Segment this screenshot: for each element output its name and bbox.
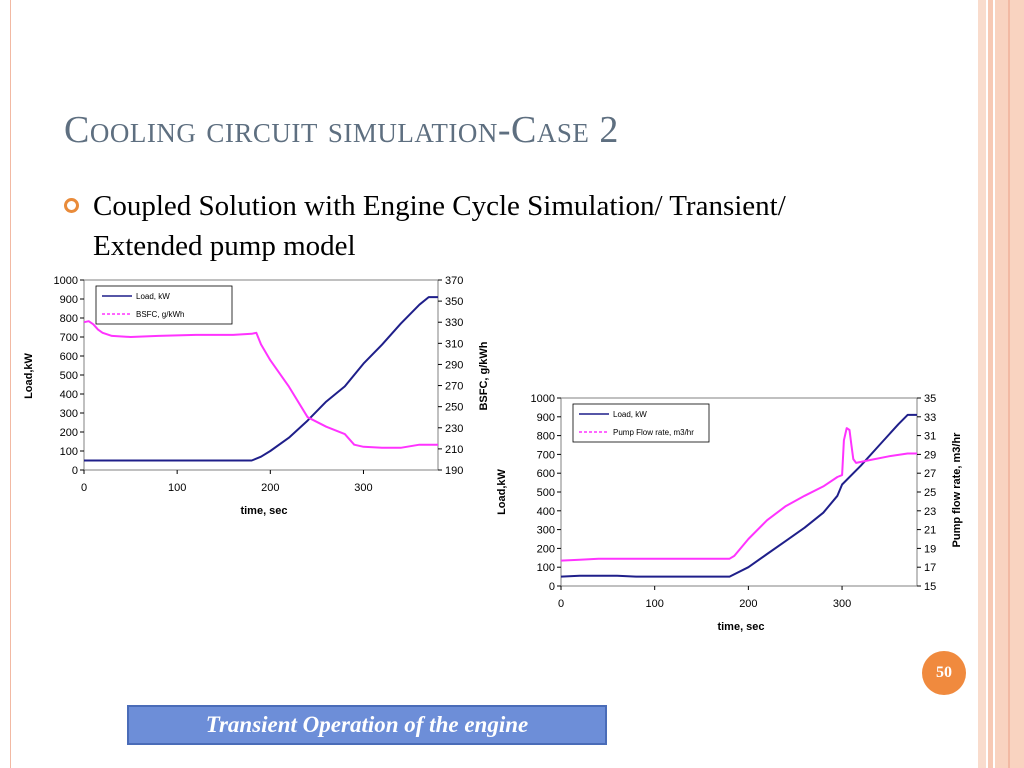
legend-entry: Load, kW bbox=[136, 292, 170, 301]
y2-tick-label: 29 bbox=[924, 449, 936, 461]
series-line-secondary bbox=[83, 320, 438, 449]
y2-tick-label: 230 bbox=[445, 423, 463, 435]
legend-entry: BSFC, g/kWh bbox=[136, 310, 184, 319]
y-tick-label: 0 bbox=[72, 465, 78, 477]
y-tick-label: 700 bbox=[60, 332, 78, 344]
slide-title: Cooling circuit simulation-Case 2 bbox=[64, 109, 619, 151]
y-tick-label: 300 bbox=[537, 525, 555, 537]
y2-tick-label: 310 bbox=[445, 338, 463, 350]
y2-tick-label: 33 bbox=[924, 412, 936, 424]
caption-box: Transient Operation of the engine bbox=[127, 705, 607, 745]
y2-tick-label: 190 bbox=[445, 465, 463, 477]
y-tick-label: 1000 bbox=[531, 393, 555, 405]
x-tick-label: 300 bbox=[354, 482, 372, 494]
y2-tick-label: 19 bbox=[924, 543, 936, 555]
y2-axis-label: BSFC, g/kWh bbox=[478, 341, 490, 410]
y-tick-label: 300 bbox=[60, 408, 78, 420]
decor-stripe bbox=[1008, 0, 1010, 768]
y2-tick-label: 350 bbox=[445, 296, 463, 308]
legend-box bbox=[95, 285, 233, 325]
load-bsfc-chart: 0100200300400500600700800900100019021023… bbox=[23, 275, 490, 517]
x-axis-label: time, sec bbox=[717, 621, 764, 633]
y-tick-label: 500 bbox=[537, 487, 555, 499]
y2-tick-label: 15 bbox=[924, 581, 936, 593]
y-tick-label: 400 bbox=[537, 506, 555, 518]
x-tick-label: 100 bbox=[168, 482, 186, 494]
slide-frame-line bbox=[10, 0, 11, 768]
y2-tick-label: 290 bbox=[445, 359, 463, 371]
legend: Load, kW BSFC, g/kWh bbox=[95, 285, 233, 325]
y-axis-label: Load,kW bbox=[23, 352, 35, 398]
y2-axis-label: Pump flow rate, m3/hr bbox=[951, 432, 963, 548]
y2-tick-label: 27 bbox=[924, 468, 936, 480]
y-tick-label: 800 bbox=[537, 431, 555, 443]
decor-stripe bbox=[988, 0, 993, 768]
y-tick-label: 400 bbox=[60, 389, 78, 401]
legend-entry: Pump Flow rate, m3/hr bbox=[613, 428, 694, 437]
y-tick-label: 0 bbox=[549, 581, 555, 593]
y2-tick-label: 17 bbox=[924, 562, 936, 574]
y-tick-label: 700 bbox=[537, 449, 555, 461]
series-line-primary bbox=[84, 296, 438, 462]
x-tick-label: 0 bbox=[558, 598, 564, 610]
y-tick-label: 900 bbox=[537, 412, 555, 424]
load-pump-flow-chart: 0100200300400500600700800900100015171921… bbox=[496, 393, 963, 633]
y2-tick-label: 23 bbox=[924, 506, 936, 518]
x-tick-label: 200 bbox=[261, 482, 279, 494]
y-tick-label: 1000 bbox=[54, 275, 78, 287]
page-number-badge: 50 bbox=[922, 651, 966, 695]
x-tick-label: 300 bbox=[833, 598, 851, 610]
x-tick-label: 0 bbox=[81, 482, 87, 494]
y-axis-label: Load,kW bbox=[496, 468, 508, 514]
legend-entry: Load, kW bbox=[613, 410, 647, 419]
y2-tick-label: 270 bbox=[445, 381, 463, 393]
decor-stripe bbox=[978, 0, 986, 768]
bullet-text: Coupled Solution with Engine Cycle Simul… bbox=[93, 190, 786, 262]
y-tick-label: 100 bbox=[537, 562, 555, 574]
y2-tick-label: 31 bbox=[924, 431, 936, 443]
y2-tick-label: 35 bbox=[924, 393, 936, 405]
x-tick-label: 100 bbox=[646, 598, 664, 610]
y2-tick-label: 330 bbox=[445, 317, 463, 329]
y-tick-label: 800 bbox=[60, 313, 78, 325]
y-tick-label: 600 bbox=[60, 351, 78, 363]
y2-tick-label: 25 bbox=[924, 487, 936, 499]
legend-box bbox=[572, 403, 710, 443]
y2-tick-label: 370 bbox=[445, 275, 463, 287]
y-tick-label: 100 bbox=[60, 446, 78, 458]
y2-tick-label: 21 bbox=[924, 525, 936, 537]
x-axis-label: time, sec bbox=[240, 505, 287, 517]
series-line-primary bbox=[560, 413, 917, 578]
y-tick-label: 200 bbox=[60, 427, 78, 439]
y2-tick-label: 210 bbox=[445, 444, 463, 456]
y-tick-label: 500 bbox=[60, 370, 78, 382]
y-tick-label: 200 bbox=[537, 543, 555, 555]
y-tick-label: 900 bbox=[60, 294, 78, 306]
y-tick-label: 600 bbox=[537, 468, 555, 480]
series-line-secondary bbox=[560, 427, 917, 562]
bullet-circle-icon bbox=[64, 198, 79, 213]
x-tick-label: 200 bbox=[739, 598, 757, 610]
legend: Load, kW Pump Flow rate, m3/hr bbox=[572, 403, 710, 443]
y2-tick-label: 250 bbox=[445, 402, 463, 414]
